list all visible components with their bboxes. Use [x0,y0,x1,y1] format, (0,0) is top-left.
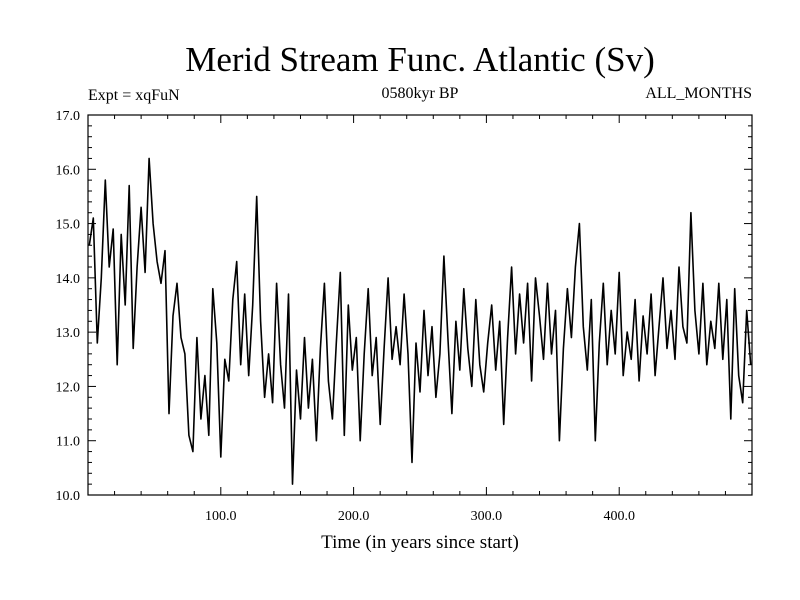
experiment-label: Expt = xqFuN [88,87,180,104]
x-axis-label: Time (in years since start) [321,532,519,553]
x-axis: 100.0 200.0 300.0 400.0 [114,115,726,524]
y-tick-label: 17.0 [56,109,81,124]
period-label: 0580kyr BP [382,85,459,102]
y-axis: 10.0 11.0 12.0 13.0 14.0 15.0 16.0 17.0 [56,109,752,504]
y-tick-label: 10.0 [56,489,81,504]
series-line [88,157,752,485]
y-tick-label: 12.0 [56,380,81,395]
x-tick-label: 300.0 [471,509,503,524]
x-tick-label: 400.0 [603,509,635,524]
y-tick-label: 11.0 [56,435,80,450]
y-tick-label: 13.0 [56,326,81,341]
y-tick-label: 15.0 [56,218,81,233]
plot-frame [87,114,753,496]
months-label: ALL_MONTHS [645,85,752,102]
y-tick-label: 14.0 [56,272,81,287]
x-tick-label: 200.0 [338,509,370,524]
chart-title: Merid Stream Func. Atlantic (Sv) [185,40,655,79]
x-tick-label: 100.0 [205,509,237,524]
series-layer [88,157,752,485]
y-tick-label: 16.0 [56,163,81,178]
